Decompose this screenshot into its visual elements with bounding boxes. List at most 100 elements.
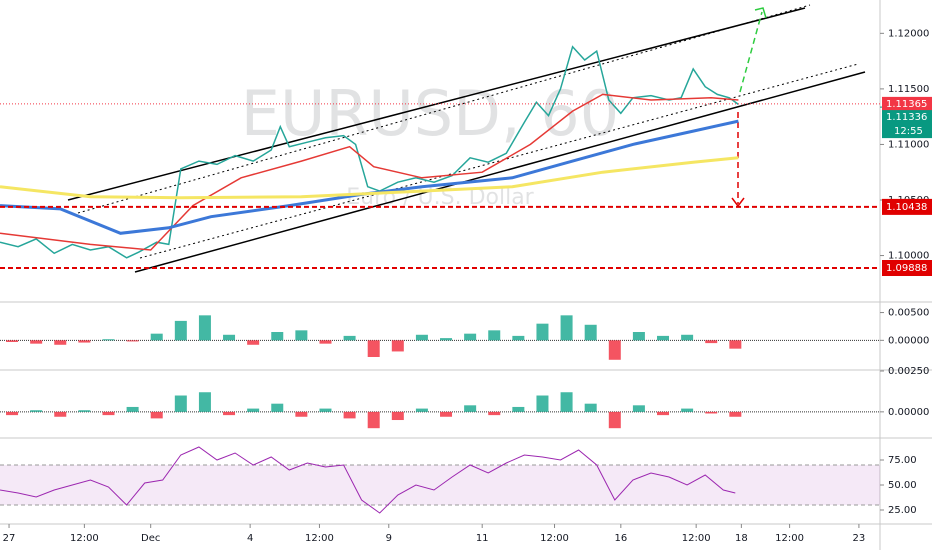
histogram-bar bbox=[705, 411, 718, 414]
histogram-bar bbox=[464, 405, 477, 412]
price-line bbox=[0, 45, 739, 259]
channel-bottom bbox=[134, 71, 866, 273]
histogram-bar bbox=[319, 340, 332, 344]
price-tag-label: 1.11336 bbox=[886, 112, 927, 123]
histogram-bar bbox=[247, 340, 260, 345]
histogram-bar bbox=[729, 340, 742, 349]
histogram-bar bbox=[150, 333, 163, 341]
price-line bbox=[0, 156, 739, 200]
x-tick-label: 12:00 bbox=[305, 533, 334, 544]
histogram-bar bbox=[174, 320, 187, 341]
y-tick-label: 1.11000 bbox=[888, 139, 929, 150]
histogram-bar bbox=[102, 339, 115, 341]
level-tag bbox=[882, 260, 932, 276]
histogram-bar bbox=[657, 335, 670, 341]
histogram-bar bbox=[271, 403, 284, 412]
histogram-bar bbox=[343, 335, 356, 341]
y-tick-label: 25.00 bbox=[888, 505, 917, 516]
histogram-bar bbox=[464, 333, 477, 341]
histogram-bar bbox=[560, 392, 573, 412]
x-tick-label: 4 bbox=[247, 533, 253, 544]
histogram-bar bbox=[30, 410, 43, 412]
y-tick-label: 1.12000 bbox=[888, 28, 929, 39]
histogram-bar bbox=[198, 315, 211, 341]
histogram-bar bbox=[536, 323, 549, 341]
histogram-bar bbox=[319, 408, 332, 412]
x-tick-label: 11 bbox=[476, 533, 489, 544]
level-tag-label: 1.10438 bbox=[886, 202, 927, 213]
histogram-bar bbox=[223, 411, 236, 416]
channel-inner-bottom bbox=[139, 63, 859, 259]
x-tick-label: 9 bbox=[386, 533, 392, 544]
histogram-bar bbox=[174, 395, 187, 412]
histogram-bar bbox=[367, 340, 380, 357]
histogram-bar bbox=[536, 395, 549, 412]
histogram-bar bbox=[54, 340, 67, 345]
histogram-bar bbox=[632, 405, 645, 412]
level-tag bbox=[882, 198, 932, 215]
histogram-bar bbox=[78, 410, 91, 412]
histogram-bar bbox=[415, 334, 428, 341]
histogram-bar bbox=[488, 330, 501, 341]
x-tick-label: 12:00 bbox=[775, 533, 804, 544]
y-tick-label: 0.00000 bbox=[888, 407, 929, 418]
price-tag bbox=[882, 110, 932, 139]
histogram-bar bbox=[560, 315, 573, 341]
histogram-bar bbox=[150, 411, 163, 419]
histogram-bar bbox=[54, 411, 67, 417]
histogram-bar bbox=[102, 411, 115, 416]
channel-inner-top bbox=[77, 4, 811, 214]
y-tick-label: 1.11500 bbox=[888, 84, 929, 95]
watermark-title: EURUSD, 60 bbox=[241, 77, 619, 150]
price-tag-label: 1.11365 bbox=[886, 99, 927, 110]
histogram-bar bbox=[391, 411, 404, 421]
histogram-bar bbox=[343, 411, 356, 419]
arrow-up-head bbox=[754, 7, 767, 19]
histogram-bar bbox=[488, 411, 501, 416]
histogram-bar bbox=[6, 411, 19, 416]
y-tick-label: 0.00250 bbox=[888, 366, 929, 377]
countdown: 12:55 bbox=[894, 126, 923, 137]
histogram-bar bbox=[608, 340, 621, 360]
histogram-bar bbox=[295, 330, 308, 341]
histogram-bar bbox=[584, 324, 597, 341]
histogram-bar bbox=[440, 338, 453, 341]
histogram-bar bbox=[391, 340, 404, 352]
rsi-band bbox=[0, 465, 880, 505]
histogram-bar bbox=[247, 408, 260, 412]
histogram-bar bbox=[198, 392, 211, 412]
x-tick-label: 27 bbox=[3, 533, 16, 544]
x-tick-label: Dec bbox=[141, 533, 160, 544]
price-tag bbox=[882, 96, 932, 111]
histogram-bar bbox=[681, 408, 694, 412]
x-tick-label: 16 bbox=[614, 533, 627, 544]
histogram-bar bbox=[295, 411, 308, 417]
histogram-bar bbox=[78, 340, 91, 343]
histogram-bar bbox=[126, 406, 139, 412]
x-tick-label: 12:00 bbox=[70, 533, 99, 544]
histogram-bar bbox=[512, 406, 525, 412]
x-tick-label: 18 bbox=[735, 533, 748, 544]
histogram-bar bbox=[729, 411, 742, 417]
arrow-up bbox=[739, 11, 763, 93]
y-tick-label: 0.00500 bbox=[888, 308, 929, 319]
histogram-bar bbox=[657, 411, 670, 416]
y-tick-label: 50.00 bbox=[888, 480, 917, 491]
y-tick-label: 75.00 bbox=[888, 455, 917, 466]
histogram-bar bbox=[440, 411, 453, 417]
histogram-bar bbox=[6, 340, 19, 342]
histogram-bar bbox=[126, 340, 139, 342]
histogram-bar bbox=[271, 332, 284, 341]
rsi-line bbox=[0, 446, 736, 514]
x-tick-label: 12:00 bbox=[682, 533, 711, 544]
histogram-bar bbox=[512, 335, 525, 341]
x-tick-label: 23 bbox=[853, 533, 866, 544]
histogram-bar bbox=[367, 411, 380, 429]
y-tick-label: 1.10000 bbox=[888, 251, 929, 262]
x-tick-label: 12:00 bbox=[540, 533, 569, 544]
y-tick-label: 0.00000 bbox=[888, 335, 929, 346]
channel-top bbox=[67, 7, 806, 201]
